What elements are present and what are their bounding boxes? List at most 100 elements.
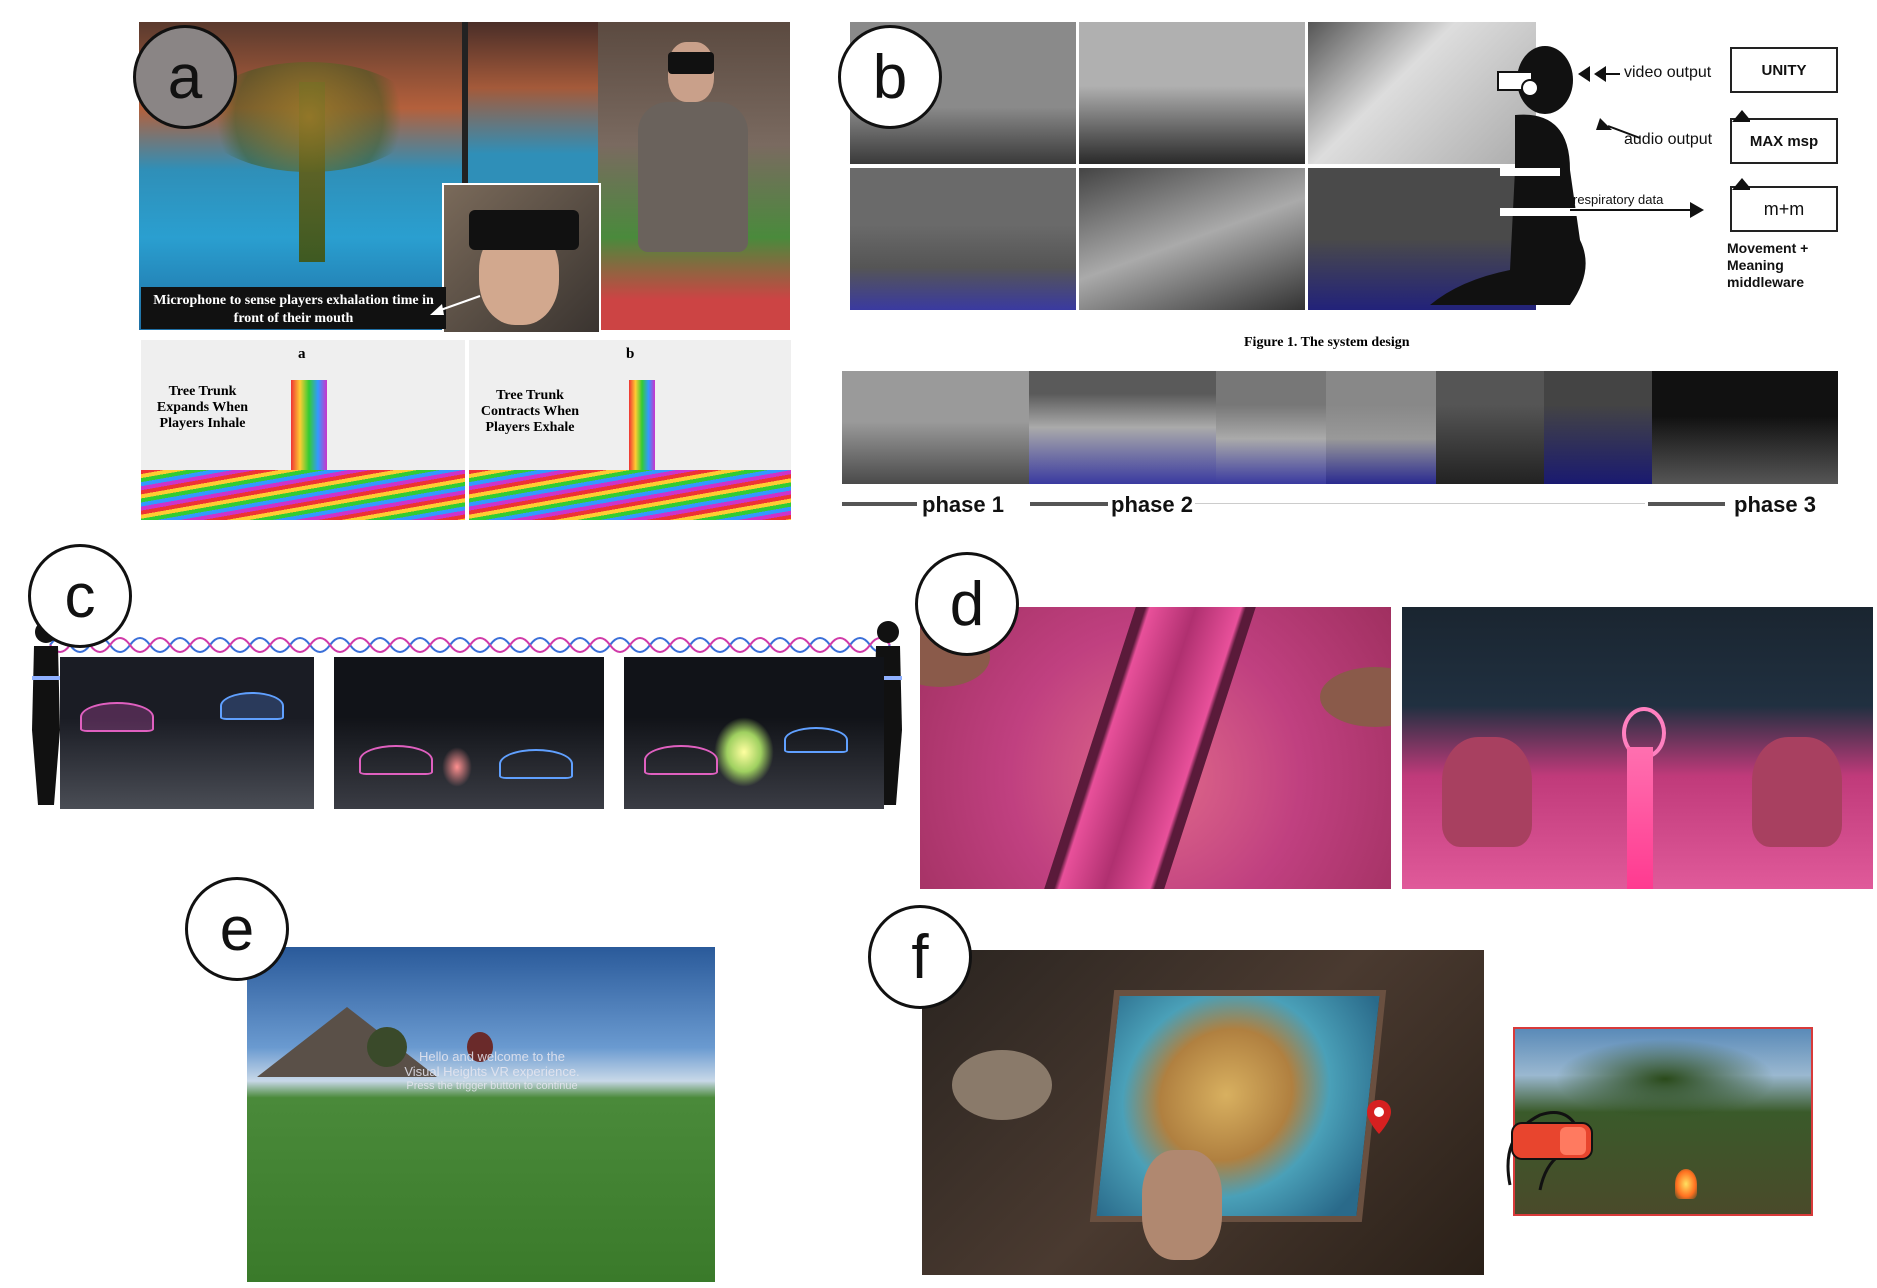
panel-a-microphone-inset [442, 183, 601, 334]
wave-pink [49, 637, 891, 653]
panel-label-f-text: f [911, 922, 929, 992]
panel-c-scene-3 [624, 657, 884, 809]
callout-arrow [430, 295, 481, 315]
panel-d-path-scene [920, 607, 1391, 889]
campfire [1675, 1169, 1697, 1199]
meditating-figure-silhouette [1430, 46, 1586, 305]
panel-label-a-text: a [167, 42, 203, 112]
welcome-line-2: Visual Heights VR experience. [404, 1064, 580, 1079]
respiratory-data-label: respiratory data [1573, 192, 1664, 207]
phase3-label: phase 3 [1734, 492, 1816, 517]
trees [1555, 1039, 1775, 1119]
phase-strip-4 [1326, 371, 1436, 484]
eye-divider [462, 22, 468, 192]
welcome-line-3: Press the trigger button to continue [406, 1080, 578, 1092]
panel-f-campfire-scene [1513, 1027, 1813, 1216]
meditating-statue-right [1752, 737, 1842, 847]
max-msp-box-label: MAX msp [1749, 132, 1819, 150]
vr-headset [668, 52, 714, 74]
middleware-label: Movement + Meaning middleware [1727, 240, 1809, 290]
panel-c-scene-2 [334, 657, 604, 809]
panel-label-b: b [838, 25, 942, 129]
tree-right [467, 1032, 493, 1062]
caption-inhale: Tree Trunk Expands When Players Inhale [156, 384, 249, 431]
panel-a-tree-inhale [141, 340, 465, 520]
tree-exhale-trunk [629, 380, 655, 480]
panel-label-d-text: d [949, 569, 985, 639]
mm-box: m+m [1730, 186, 1838, 232]
max-msp-box: MAX msp [1730, 118, 1838, 164]
jellyfish-pink-2 [359, 745, 433, 775]
panel-f-sand-table-photo [922, 950, 1484, 1275]
vr-headset-icon [1506, 1111, 1593, 1191]
phase-strip-1 [842, 371, 1029, 484]
jellyfish-pink-3 [644, 745, 718, 775]
panel-c-scene-1 [60, 657, 314, 809]
panel-a-vr-tree-scene-right-eye [468, 22, 598, 187]
panel-label-f: f [868, 905, 972, 1009]
render-2 [1079, 22, 1305, 164]
phase2-label: phase 2 [1111, 492, 1193, 517]
panel-a-tree-exhale [469, 340, 791, 520]
player-body [638, 102, 748, 252]
unity-box: UNITY [1730, 47, 1838, 93]
coral-glow [442, 747, 472, 787]
tree-inhale-roots [141, 470, 465, 520]
location-pin-icon [1367, 1100, 1391, 1134]
microphone-callout-text: Microphone to sense players exhalation t… [153, 293, 434, 326]
jellyfish-blue-2 [499, 749, 573, 779]
audio-output-label: audio output [1624, 131, 1713, 148]
phase1-label: phase 1 [922, 492, 1004, 517]
phase1-line [842, 502, 917, 506]
microphone-callout-box: Microphone to sense players exhalation t… [141, 287, 446, 329]
panel-b-render-grid [850, 22, 1536, 310]
projected-map [1089, 990, 1387, 1222]
figure-caption: Figure 1. The system design [1244, 335, 1410, 350]
jellyfish-blue [220, 692, 284, 720]
inset-headset [469, 210, 579, 250]
phase2-line [1030, 502, 1108, 506]
hands [1142, 1150, 1222, 1260]
welcome-line-1: Hello and welcome to the [419, 1049, 565, 1064]
jellyfish-pink [80, 702, 154, 732]
mm-box-label: m+m [1763, 198, 1805, 219]
tree-left [367, 1027, 407, 1067]
panel-label-a: a [133, 25, 237, 129]
glowing-runway [1627, 747, 1653, 889]
mountain [257, 1007, 437, 1077]
phase-strip-5 [1436, 371, 1544, 484]
phase-strip-3 [1216, 371, 1326, 484]
phase-strip-6 [1544, 371, 1652, 484]
tree-exhale-roots [469, 470, 791, 520]
diagram-arrows [1570, 66, 1750, 218]
panel-label-e: e [185, 877, 289, 981]
phase-strip [842, 371, 1838, 484]
phase2-extent-line [1195, 503, 1645, 504]
panel-label-b-text: b [872, 42, 908, 112]
panel-label-e-text: e [219, 894, 255, 964]
panel-d-meditation-scene [1402, 607, 1873, 889]
phase-strip-2 [1029, 371, 1216, 484]
breathing-waves [49, 637, 891, 653]
stone-bowl [952, 1050, 1052, 1120]
coral-large-glow [714, 717, 774, 787]
welcome-text: Hello and welcome to the Visual Heights … [367, 1049, 617, 1094]
panel-label-d: d [915, 552, 1019, 656]
panel-a-player-photo [598, 22, 790, 330]
caption-exhale: Tree Trunk Contracts When Players Exhale [480, 388, 580, 435]
unity-box-label: UNITY [1761, 61, 1807, 79]
glowing-path [1044, 607, 1256, 889]
tree-inhale-trunk [291, 380, 327, 480]
platform-disc-1 [1320, 667, 1391, 727]
phase-strip-7 [1652, 371, 1838, 484]
video-output-label: video output [1624, 64, 1712, 81]
panel-label-c: c [28, 544, 132, 648]
sub-label-a: a [298, 346, 306, 362]
sub-label-b: b [626, 346, 635, 362]
meditating-statue-left [1442, 737, 1532, 847]
render-3 [1308, 22, 1536, 164]
render-4 [850, 168, 1076, 310]
panel-e-heights-scene: Hello and welcome to the Visual Heights … [247, 947, 715, 1282]
jellyfish-blue-3 [784, 727, 848, 753]
panel-label-c-text: c [64, 561, 96, 631]
